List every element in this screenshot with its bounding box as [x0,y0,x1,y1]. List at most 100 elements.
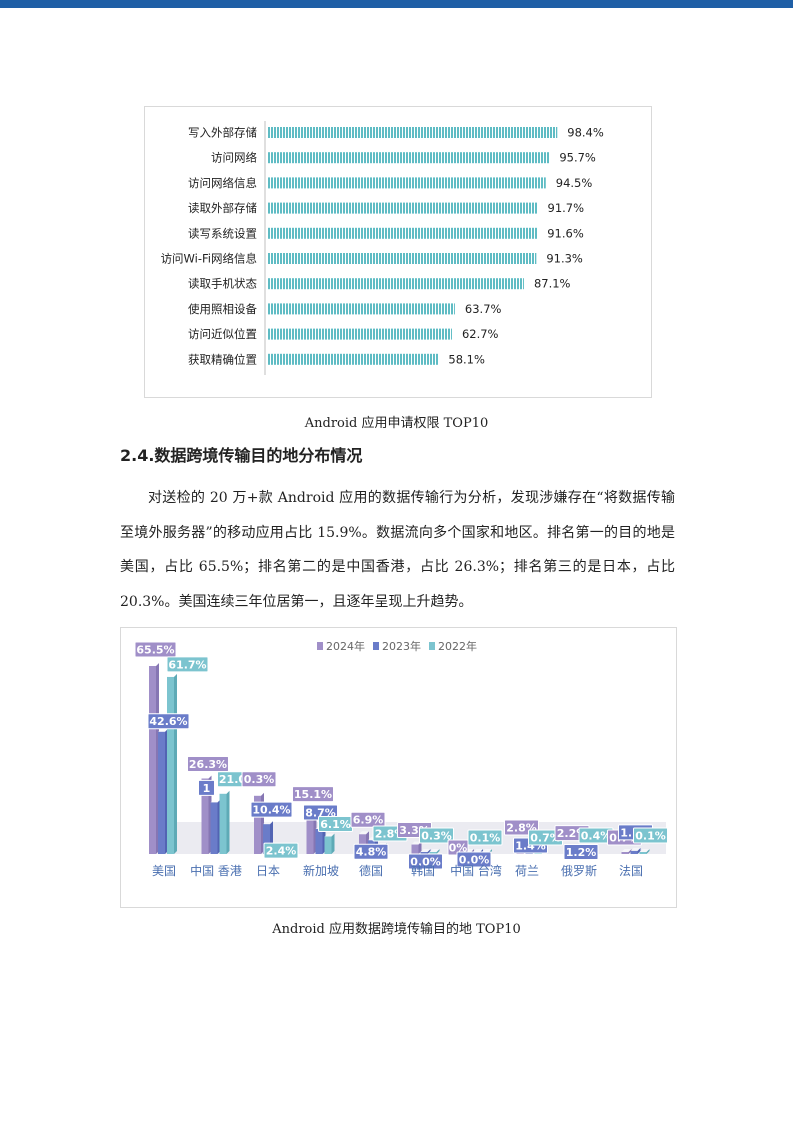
destination-category-label: 法国 [619,864,643,878]
permission-label: 写入外部存储 [188,126,257,140]
destination-value-label: 0.1% [470,832,501,845]
destination-bar-top [621,848,632,852]
permission-bar [267,353,439,365]
section-title: 数据跨境传输目的地分布情况 [154,446,363,465]
destination-value-box [292,786,334,803]
destination-bar [201,778,209,854]
permission-value-label: 87.1% [534,277,571,291]
permission-label: 访问网络信息 [188,176,257,190]
destination-value-box [241,771,277,788]
destination-value-label: 0% [449,842,468,855]
destination-bar-top [420,849,431,852]
permission-bar [267,127,558,138]
destination-bar-top [254,792,264,796]
permission-value-label: 91.3% [546,252,583,266]
permission-value-label: 98.4% [567,126,604,140]
destination-bar-side [226,790,230,854]
destination-value-label: 0.7% [530,831,561,844]
destination-bar [254,795,261,854]
destination-value-box [353,843,389,860]
destination-bar [158,731,165,854]
destination-value-box [456,851,492,868]
destination-value-box [408,853,443,870]
permission-value-label: 95.7% [559,151,596,165]
destination-category-label: 韩国 [411,863,435,878]
destination-value-label: 15.1% [294,788,332,801]
destination-value-box [419,827,454,844]
legend-label: 2023年 [382,639,421,653]
destination-bar [411,844,419,854]
destination-value-box [198,779,215,796]
destination-bar-top [630,847,641,851]
destination-bar [167,676,174,854]
destination-bar [621,851,629,854]
destination-value-label: 1 [203,782,211,795]
destination-category-label: 美国 [152,864,176,878]
permission-bar [267,303,455,315]
destination-category-label: 德国 [359,863,383,878]
destination-bar-top [167,673,177,677]
destination-category-label: 俄罗斯 [561,864,597,878]
destination-bar-side [646,849,650,854]
destination-value-box [350,811,386,828]
destination-bar-top [429,849,440,852]
destination-value-label: 65.5% [136,644,174,657]
destination-category-label: 日本 [256,864,280,878]
destination-value-label: 61.7% [168,658,206,671]
section-number: 2.4. [120,446,155,465]
destination-value-box [166,656,209,673]
legend-swatch [373,642,379,650]
destination-value-label: 1.2% [566,846,597,859]
destination-bar [210,802,218,854]
permissions-chart: 写入外部存储 98.4% 访问网络 95.7% 访问网络信息 94.5% 读取外部存储 91.… [144,106,652,398]
permission-value-label: 94.5% [556,176,593,190]
permission-value-label: 91.6% [547,226,584,240]
destination-value-box [633,827,668,844]
permission-value-label: 63.7% [465,302,502,316]
destination-value-box [263,842,299,859]
destination-bar-side [174,673,177,854]
permission-bar [267,253,537,264]
permission-bar [267,202,538,214]
permission-bar [267,152,550,164]
legend-label: 2024年 [326,639,365,653]
destination-bar [420,852,428,854]
destination-value-label: 0.0% [459,854,490,867]
destination-value-label: 6.9% [353,814,384,827]
destination-bar-side [436,849,440,854]
destination-value-box [467,829,503,846]
destination-bar [263,824,270,854]
destination-bar [630,850,638,854]
permission-value-label: 58.1% [448,352,485,366]
destination-value-label: 0.1% [635,830,666,843]
permission-bar [267,278,524,290]
permission-value-label: 91.7% [548,201,585,215]
destination-bar-side [331,833,335,854]
permission-label: 读取外部存储 [188,201,257,215]
destination-value-box [134,641,177,658]
destination-bar-side [628,848,632,854]
destination-value-label: 42.6% [149,715,187,728]
destination-bar [429,852,437,854]
destination-value-box [187,756,229,773]
destination-bar-top [639,849,650,852]
permission-bar [267,227,538,239]
destination-bar-top [210,799,221,803]
destination-bar-side [418,841,422,854]
destinations-chart: 2024年 2023年 2022年 65.5% 42.6% 61.7% 26.3% 1 21.0… [120,627,677,908]
destination-bar-top [473,849,483,852]
permission-bar [267,177,546,189]
destination-value-label: 2.4% [266,845,297,858]
destination-bar [315,829,323,854]
destination-bar-top [158,728,168,732]
chart2-caption: Android 应用数据跨境传输目的地 TOP10 [272,922,521,937]
legend-swatch [429,642,435,650]
destination-bar-top [324,833,335,837]
destination-value-box [147,713,190,730]
legend-label: 2022年 [438,639,477,653]
permission-label: 访问Wi-Fi网络信息 [161,252,257,266]
destination-bar-top [149,663,159,666]
destination-category-label: 新加坡 [303,863,339,878]
permission-label: 读取手机状态 [188,277,257,291]
destination-bar-side [427,849,431,854]
